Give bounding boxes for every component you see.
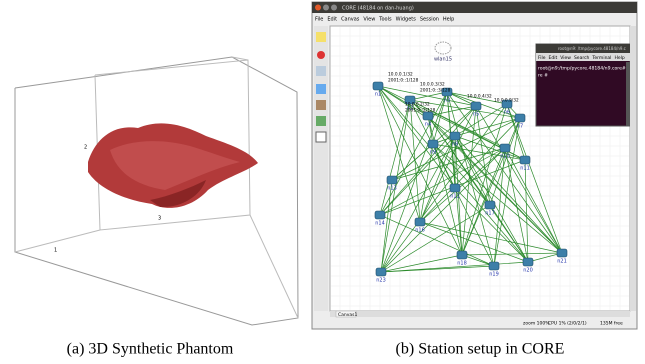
menu-item: Session: [420, 17, 439, 23]
address-label: 10.0.0.3/32: [420, 82, 445, 88]
router: [428, 140, 438, 148]
terminal-line: root@n9:/tmp/pycore.48184/n9.core#: [538, 66, 626, 72]
router: [520, 156, 530, 164]
wlan-label: wlan15: [434, 57, 452, 63]
figure: 2 3 1 (a) 3D Synthetic Phantom CORE (481…: [0, 0, 645, 364]
node-label: n9: [430, 150, 436, 156]
router: [450, 132, 460, 140]
router: [450, 184, 460, 192]
menu-item: View: [363, 17, 375, 23]
menu-item: Widgets: [396, 17, 417, 23]
node-label: n1: [375, 92, 381, 98]
terminal-menu-item: Help: [614, 55, 624, 61]
caption: (a) 3D Synthetic Phantom: [67, 341, 234, 358]
axis-label: 3: [158, 216, 161, 222]
node-label: n14: [375, 221, 385, 227]
router: [457, 251, 467, 259]
address-label: 2001:0::2/128: [405, 108, 436, 114]
terminal-menu-item: File: [538, 55, 546, 61]
terminal-title: root@n9: /tmp/pycore.48184/n9.c: [558, 46, 626, 51]
terminal-line: re #: [538, 73, 548, 79]
router: [515, 114, 525, 122]
node-label: n16: [415, 228, 425, 234]
router: [557, 249, 567, 257]
node-label: n21: [557, 259, 567, 265]
node-label: n8: [452, 142, 458, 148]
status: 135M free: [600, 321, 623, 327]
terminal-menu-item: View: [560, 55, 571, 61]
router: [415, 218, 425, 226]
menu-item: Edit: [327, 17, 337, 23]
address-label: 10.0.0.4/32: [467, 94, 492, 100]
address-label: 2001:0::1/128: [388, 78, 419, 84]
status: CPU 1% (2/0/2/1): [548, 321, 587, 327]
phantom: [88, 123, 258, 208]
terminal-menu-item: Terminal: [591, 55, 611, 61]
node-label: n19: [489, 272, 499, 278]
address-label: 10.0.0.9/32: [494, 98, 519, 104]
address-label: 10.0.0.2/32: [405, 102, 430, 108]
node-label: n23: [376, 278, 386, 284]
router: [471, 102, 481, 110]
node-label: n6: [504, 110, 510, 116]
node-label: n4: [425, 122, 431, 128]
node-label: n7: [517, 124, 523, 130]
router: [376, 268, 386, 276]
router: [373, 82, 383, 90]
node-label: n12: [450, 194, 460, 200]
menu-item: File: [315, 17, 323, 23]
caption: (b) Station setup in CORE: [396, 341, 565, 358]
node-label: n10: [500, 154, 510, 160]
router: [387, 176, 397, 184]
window-title: CORE (48184 on dan-huang): [342, 6, 414, 12]
node-label: n3: [444, 98, 450, 104]
node-label: n11: [520, 166, 530, 172]
router: [523, 258, 533, 266]
terminal-menu-item: Edit: [549, 55, 558, 61]
status: zoom 100%: [523, 321, 550, 327]
menu-item: Help: [443, 17, 454, 23]
menu-item: Canvas: [341, 17, 360, 23]
address-label: 10.0.0.1/32: [388, 72, 413, 78]
axis-label: 1: [54, 248, 57, 254]
router: [489, 262, 499, 270]
node-label: n13: [387, 186, 397, 192]
router: [500, 144, 510, 152]
router: [375, 211, 385, 219]
router: [485, 201, 495, 209]
terminal-menu-item: Search: [574, 55, 590, 61]
node-label: n20: [523, 268, 533, 274]
menu-item: Tools: [378, 17, 392, 23]
axis-label: 2: [84, 145, 87, 151]
address-label: 2001:0::3/128: [420, 88, 451, 94]
node-label: n17: [485, 211, 495, 217]
node-label: n5: [473, 112, 479, 118]
canvas-tab: Canvas1: [338, 312, 358, 318]
node-label: n18: [457, 261, 467, 267]
